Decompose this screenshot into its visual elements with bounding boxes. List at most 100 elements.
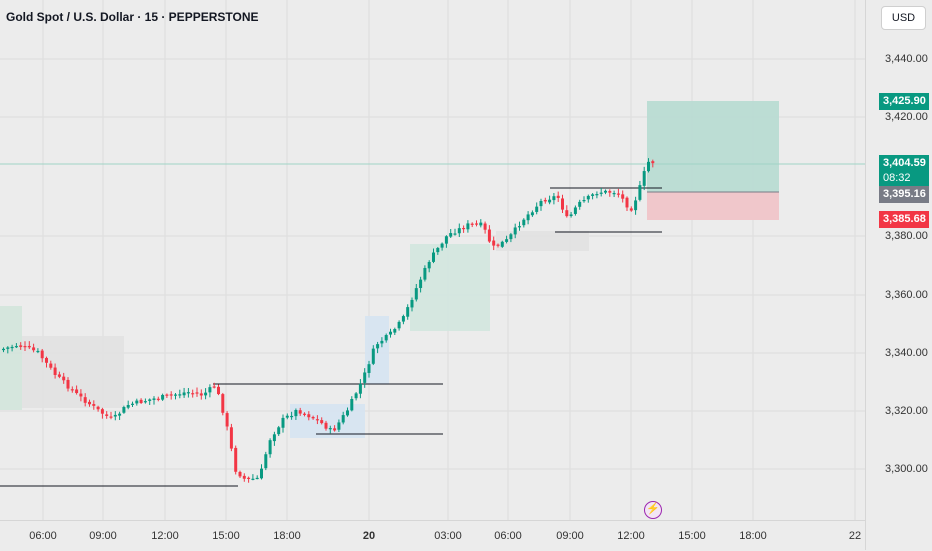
candle-body [376,344,380,349]
currency-button[interactable]: USD [881,6,926,30]
time-axis-label: 09:00 [89,530,117,542]
candle-body [83,397,87,403]
zone-box [290,404,365,438]
candle-body [616,193,620,195]
candle-body [247,477,251,479]
candle-body [113,414,117,417]
candle-body [6,347,10,349]
candle-body [462,227,466,230]
candle-body [328,428,332,430]
take-profit-zone[interactable] [647,101,779,192]
current-price-badge: 3,404.59 [879,155,929,172]
candle-body [161,394,165,400]
price-axis[interactable] [865,0,932,550]
candle-body [225,413,229,427]
candle-body [53,367,57,375]
price-axis-label: 3,380.00 [885,230,928,242]
symbol-title[interactable]: Gold Spot / U.S. Dollar · 15 · PEPPERSTO… [6,10,259,24]
chart-area[interactable]: Gold Spot / U.S. Dollar · 15 · PEPPERSTO… [0,0,865,520]
candle-body [466,223,470,230]
candle-body [10,346,14,349]
candle-body [169,394,173,396]
candle-body [638,185,642,200]
candle-body [393,329,397,333]
horizontal-levels[interactable] [0,187,662,487]
candle-body [561,198,564,210]
candle-body [367,364,371,373]
candle-body [285,415,289,418]
candle-body [505,239,509,242]
candle-body [470,223,474,225]
candle-body [578,201,582,207]
time-axis-label: 20 [362,530,376,542]
candle-body [79,393,83,397]
candle-body [573,207,577,214]
candle-body [518,226,521,228]
candle-body [595,194,599,196]
candle-body [260,468,263,479]
candle-body [165,394,169,396]
candle-body [612,193,616,195]
candle-body [513,227,517,235]
candle-body [156,398,160,400]
candle-body [586,195,590,200]
candle-body [281,417,285,428]
candlestick-chart[interactable] [0,0,865,520]
candle-body [23,346,27,348]
candle-body [221,394,225,413]
candle-body [487,229,491,242]
candle-body [419,279,423,288]
candle-body [320,420,324,424]
time-axis-label: 06:00 [494,530,522,542]
candle-body [483,223,487,230]
price-axis-label: 3,340.00 [885,347,928,359]
candle-body [440,243,444,248]
candle-body [634,200,638,211]
candle-body [234,447,238,472]
candle-body [182,392,186,396]
candle-body [651,161,655,164]
candle-body [380,340,384,344]
candle-body [509,234,513,240]
candle-body [19,345,23,347]
candle-body [333,428,337,431]
candle-body [2,348,5,351]
candle-body [40,350,44,359]
zone-box [496,231,589,251]
candle-body [457,228,461,234]
candle-body [384,335,388,341]
time-axis[interactable] [0,520,865,551]
candle-body [49,363,53,368]
candle-body [350,399,354,411]
candle-body [449,233,453,237]
candle-body [135,400,139,404]
candle-body [406,307,410,317]
candle-body [475,223,478,225]
candle-body [363,372,367,383]
candle-body [591,194,595,196]
lightning-bolt-icon[interactable]: ⚡ [644,501,662,519]
stop-loss-zone[interactable] [647,192,779,220]
candle-body [479,222,483,226]
price-axis-label: 3,360.00 [885,289,928,301]
candle-body [92,404,96,406]
candle-body [397,321,401,329]
candle-body [582,200,586,202]
candle-body [75,389,79,394]
candle-body [195,392,199,394]
zone-box [410,244,490,331]
candle-body [565,210,569,217]
candle-body [341,415,345,423]
time-axis-label: 03:00 [434,530,462,542]
candle-body [294,409,298,417]
candle-body [604,190,607,193]
candle-body [36,350,40,353]
candle-body [315,419,319,421]
candle-body [255,477,259,480]
entry-badge: 3,395.16 [879,186,929,203]
candle-body [242,475,246,479]
candle-body [14,346,18,348]
candle-body [453,233,457,235]
time-axis-label: 09:00 [556,530,584,542]
take-profit-badge: 3,425.90 [879,93,929,110]
